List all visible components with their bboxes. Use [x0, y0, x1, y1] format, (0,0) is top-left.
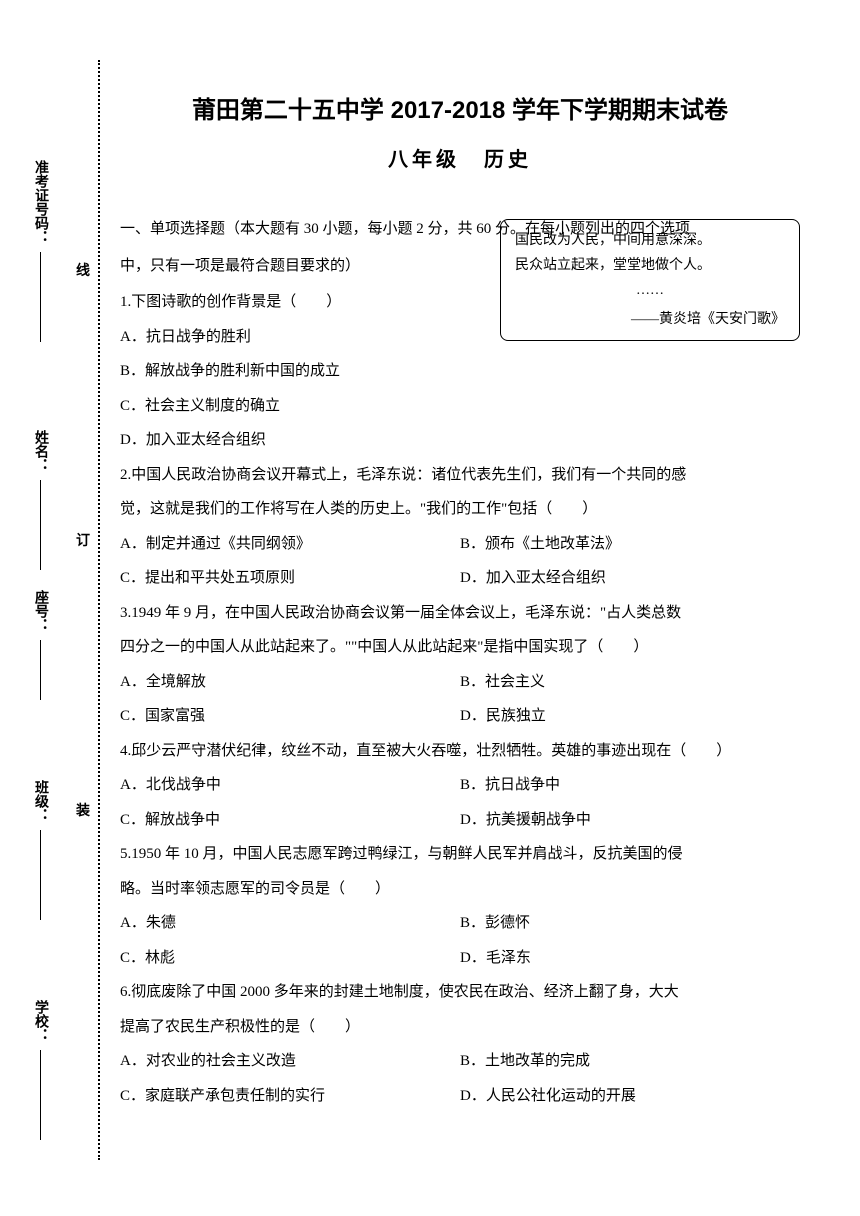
- q5-stem-line1: 5.1950 年 10 月，中国人民志愿军跨过鸭绿江，与朝鲜人民军并肩战斗，反抗…: [120, 837, 800, 872]
- q6-option-a: A．对农业的社会主义改造: [120, 1044, 460, 1079]
- q4-option-b: B．抗日战争中: [460, 768, 800, 803]
- q6-option-d: D．人民公社化运动的开展: [460, 1079, 800, 1114]
- binding-strip: 准考证号码： 姓名： 座号： 班级： 学校： 线 订 装: [30, 60, 100, 1160]
- side-label-school: 学校：: [30, 1000, 50, 1140]
- q5-stem-line2: 略。当时率领志愿军的司令员是（ ）: [120, 872, 800, 907]
- q2-option-d: D．加入亚太经合组织: [460, 561, 800, 596]
- exam-content: 一、单项选择题（本大题有 30 小题，每小题 2 分，共 60 分。在每小题列出…: [120, 212, 800, 1113]
- exam-title: 莆田第二十五中学 2017-2018 学年下学期期末试卷: [120, 90, 800, 125]
- q3-stem-line2: 四分之一的中国人从此站起来了。""中国人从此站起来"是指中国实现了（ ）: [120, 630, 800, 665]
- q4-option-d: D．抗美援朝战争中: [460, 803, 800, 838]
- q2-option-c: C．提出和平共处五项原则: [120, 561, 460, 596]
- q3-option-d: D．民族独立: [460, 699, 800, 734]
- q5-option-d: D．毛泽东: [460, 941, 800, 976]
- question-5: 5.1950 年 10 月，中国人民志愿军跨过鸭绿江，与朝鲜人民军并肩战斗，反抗…: [120, 837, 800, 975]
- side-label-name: 姓名：: [30, 430, 50, 570]
- q2-option-a: A．制定并通过《共同纲领》: [120, 527, 460, 562]
- quote-dots: ……: [515, 278, 785, 303]
- q6-option-c: C．家庭联产承包责任制的实行: [120, 1079, 460, 1114]
- q1-option-b: B．解放战争的胜利新中国的成立: [120, 354, 800, 389]
- exam-subtitle: 八年级 历史: [120, 143, 800, 172]
- side-label-class: 班级：: [30, 780, 50, 920]
- q4-option-c: C．解放战争中: [120, 803, 460, 838]
- question-3: 3.1949 年 9 月，在中国人民政治协商会议第一届全体会议上，毛泽东说："占…: [120, 596, 800, 734]
- q3-stem-line1: 3.1949 年 9 月，在中国人民政治协商会议第一届全体会议上，毛泽东说："占…: [120, 596, 800, 631]
- q5-option-c: C．林彪: [120, 941, 460, 976]
- quote-author: ——黄炎培《天安门歌》: [515, 307, 785, 332]
- q3-option-c: C．国家富强: [120, 699, 460, 734]
- q6-option-b: B．土地改革的完成: [460, 1044, 800, 1079]
- fold-char-zhuang: 装: [76, 800, 90, 820]
- q2-stem-line1: 2.中国人民政治协商会议开幕式上，毛泽东说：诸位代表先生们，我们有一个共同的感: [120, 458, 800, 493]
- q2-option-b: B．颁布《土地改革法》: [460, 527, 800, 562]
- dotted-fold-line: [98, 60, 100, 1160]
- q2-stem-line2: 觉，这就是我们的工作将写在人类的历史上。"我们的工作"包括（ ）: [120, 492, 800, 527]
- q6-stem-line2: 提高了农民生产积极性的是（ ）: [120, 1010, 800, 1045]
- side-label-seat: 座号：: [30, 590, 50, 700]
- q4-option-a: A．北伐战争中: [120, 768, 460, 803]
- quote-line2: 民众站立起来，堂堂地做个人。: [515, 253, 785, 278]
- q1-option-c: C．社会主义制度的确立: [120, 389, 800, 424]
- q5-option-a: A．朱德: [120, 906, 460, 941]
- q1-option-d: D．加入亚太经合组织: [120, 423, 800, 458]
- fold-char-ding: 订: [76, 530, 90, 550]
- side-label-exam-id: 准考证号码：: [30, 160, 50, 342]
- question-2: 2.中国人民政治协商会议开幕式上，毛泽东说：诸位代表先生们，我们有一个共同的感 …: [120, 458, 800, 596]
- q5-option-b: B．彭德怀: [460, 906, 800, 941]
- fold-char-xian: 线: [76, 260, 90, 280]
- q3-option-b: B．社会主义: [460, 665, 800, 700]
- q6-stem-line1: 6.彻底废除了中国 2000 多年来的封建土地制度，使农民在政治、经济上翻了身，…: [120, 975, 800, 1010]
- q3-option-a: A．全境解放: [120, 665, 460, 700]
- q4-stem: 4.邱少云严守潜伏纪律，纹丝不动，直至被大火吞噬，壮烈牺牲。英雄的事迹出现在（ …: [120, 734, 800, 769]
- question-6: 6.彻底废除了中国 2000 多年来的封建土地制度，使农民在政治、经济上翻了身，…: [120, 975, 800, 1113]
- question-4: 4.邱少云严守潜伏纪律，纹丝不动，直至被大火吞噬，壮烈牺牲。英雄的事迹出现在（ …: [120, 734, 800, 838]
